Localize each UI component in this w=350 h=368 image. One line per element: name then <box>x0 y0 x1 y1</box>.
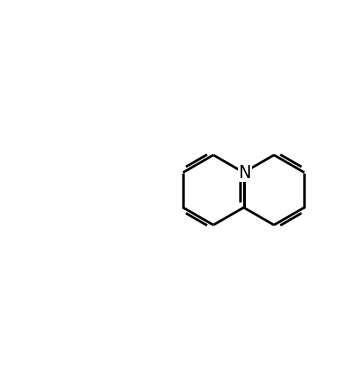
Text: N: N <box>238 163 251 181</box>
